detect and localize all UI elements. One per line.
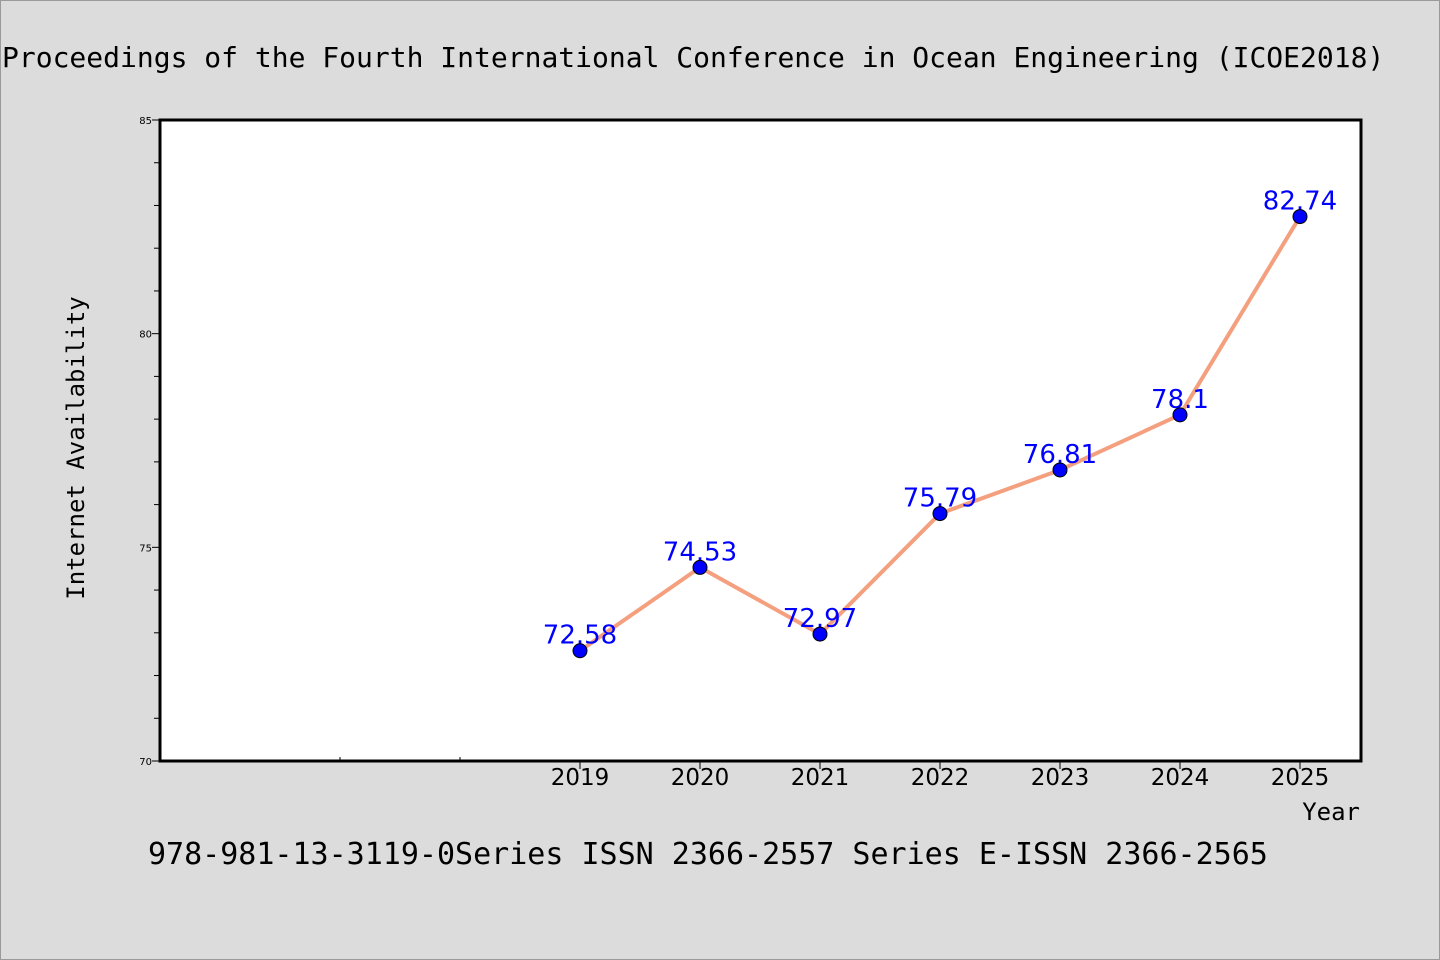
x-axis: 2019 2020 2021 2022 2023 2024 2025: [339, 757, 1330, 791]
x-tick-label: 2020: [671, 765, 730, 791]
x-tick-label: 2022: [911, 765, 970, 791]
x-tick-label: 2025: [1271, 765, 1330, 791]
x-tick-label: 2019: [551, 765, 610, 791]
y-tick-label: 70: [139, 757, 152, 768]
y-tick-label: 80: [139, 330, 152, 341]
data-point-marker: [812, 626, 828, 642]
x-tick-label: 2021: [791, 765, 850, 791]
data-point-marker: [1052, 462, 1068, 478]
data-point-marker: [692, 559, 708, 575]
isbn-issn-footer: 978-981-13-3119-0Series ISSN 2366-2557 S…: [148, 837, 1268, 872]
x-tick-label: 2024: [1151, 765, 1210, 791]
y-axis: 70 75 80 85: [139, 116, 160, 768]
x-axis-label: Year: [1302, 798, 1360, 826]
data-point-marker: [932, 506, 948, 522]
data-point-marker: [1292, 209, 1308, 225]
chart-title: Proceedings of the Fourth International …: [2, 41, 1384, 74]
plot-area: [158, 118, 1363, 763]
y-tick-label: 85: [139, 116, 152, 127]
y-tick-label: 75: [139, 543, 152, 554]
y-axis-label: Internet Availability: [62, 296, 90, 599]
data-point-marker: [1172, 407, 1188, 423]
data-point-marker: [572, 643, 588, 659]
x-tick-label: 2023: [1031, 765, 1090, 791]
